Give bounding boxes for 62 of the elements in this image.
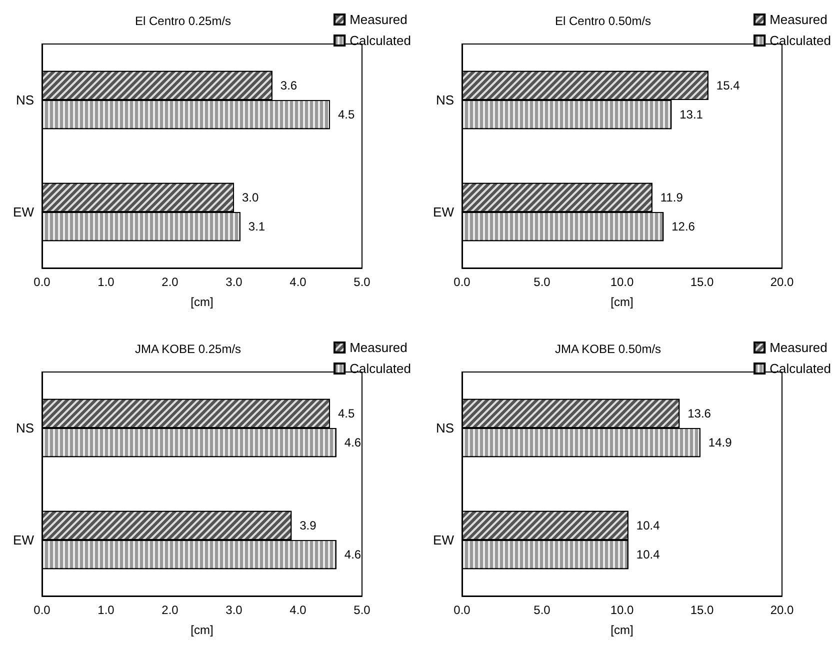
chart-title: JMA KOBE 0.25m/s: [135, 342, 242, 356]
y-tick-label: NS: [16, 420, 34, 436]
data-label: 13.1: [680, 108, 704, 122]
y-tick-label: EW: [13, 204, 35, 220]
data-label: 10.4: [636, 518, 660, 532]
x-tick-label: 3.0: [226, 603, 243, 617]
x-tick-label: 5.0: [534, 603, 551, 617]
data-label: 10.4: [636, 548, 660, 562]
x-tick-label: 1.0: [98, 603, 115, 617]
y-tick-label: EW: [433, 204, 455, 220]
data-label: 4.5: [338, 108, 356, 122]
legend-label: Calculated: [770, 361, 832, 376]
data-label: 3.1: [248, 220, 266, 234]
chart-title: El Centro 0.25m/s: [135, 14, 232, 28]
x-tick-label: 2.0: [162, 603, 179, 617]
data-label: 3.0: [242, 190, 260, 204]
data-label: 4.6: [344, 548, 362, 562]
x-axis-title: [cm]: [190, 623, 214, 637]
x-tick-label: 0.0: [34, 603, 51, 617]
chart-title: JMA KOBE 0.50m/s: [555, 342, 662, 356]
data-label: 3.6: [280, 78, 298, 92]
x-tick-label: 0.0: [34, 275, 51, 289]
data-label: 12.6: [672, 220, 696, 234]
data-label: 15.4: [716, 78, 740, 92]
legend-label: Calculated: [770, 33, 832, 48]
data-label: 3.9: [300, 518, 317, 532]
x-tick-label: 20.0: [770, 603, 794, 617]
x-tick-label: 3.0: [226, 275, 243, 289]
legend-label: Calculated: [350, 33, 412, 48]
x-tick-label: 15.0: [690, 275, 714, 289]
data-label: 4.6: [344, 436, 362, 450]
data-label: 13.6: [688, 406, 712, 420]
x-tick-label: 4.0: [290, 603, 307, 617]
y-tick-label: EW: [433, 532, 455, 548]
x-tick-label: 1.0: [98, 275, 115, 289]
legend-label: Measured: [350, 12, 408, 27]
x-axis-title: [cm]: [610, 295, 634, 309]
x-tick-label: 0.0: [454, 275, 471, 289]
x-tick-label: 10.0: [610, 603, 634, 617]
y-tick-label: NS: [436, 92, 454, 108]
x-tick-label: 10.0: [610, 275, 634, 289]
y-tick-label: NS: [436, 420, 454, 436]
x-tick-label: 4.0: [290, 275, 307, 289]
legend-label: Measured: [770, 12, 828, 27]
y-tick-label: EW: [13, 532, 35, 548]
legend-label: Calculated: [350, 361, 412, 376]
y-tick-label: NS: [16, 92, 34, 108]
legend-label: Measured: [770, 340, 828, 355]
x-tick-label: 5.0: [534, 275, 551, 289]
data-label: 11.9: [660, 190, 684, 204]
data-label: 4.5: [338, 406, 356, 420]
x-tick-label: 5.0: [354, 603, 371, 617]
x-tick-label: 2.0: [162, 275, 179, 289]
x-tick-label: 15.0: [690, 603, 714, 617]
x-tick-label: 5.0: [354, 275, 371, 289]
x-tick-label: 0.0: [454, 603, 471, 617]
x-tick-label: 20.0: [770, 275, 794, 289]
data-label: 14.9: [708, 436, 732, 450]
chart-title: El Centro 0.50m/s: [555, 14, 652, 28]
x-axis-title: [cm]: [610, 623, 634, 637]
legend-label: Measured: [350, 340, 408, 355]
x-axis-title: [cm]: [190, 295, 214, 309]
